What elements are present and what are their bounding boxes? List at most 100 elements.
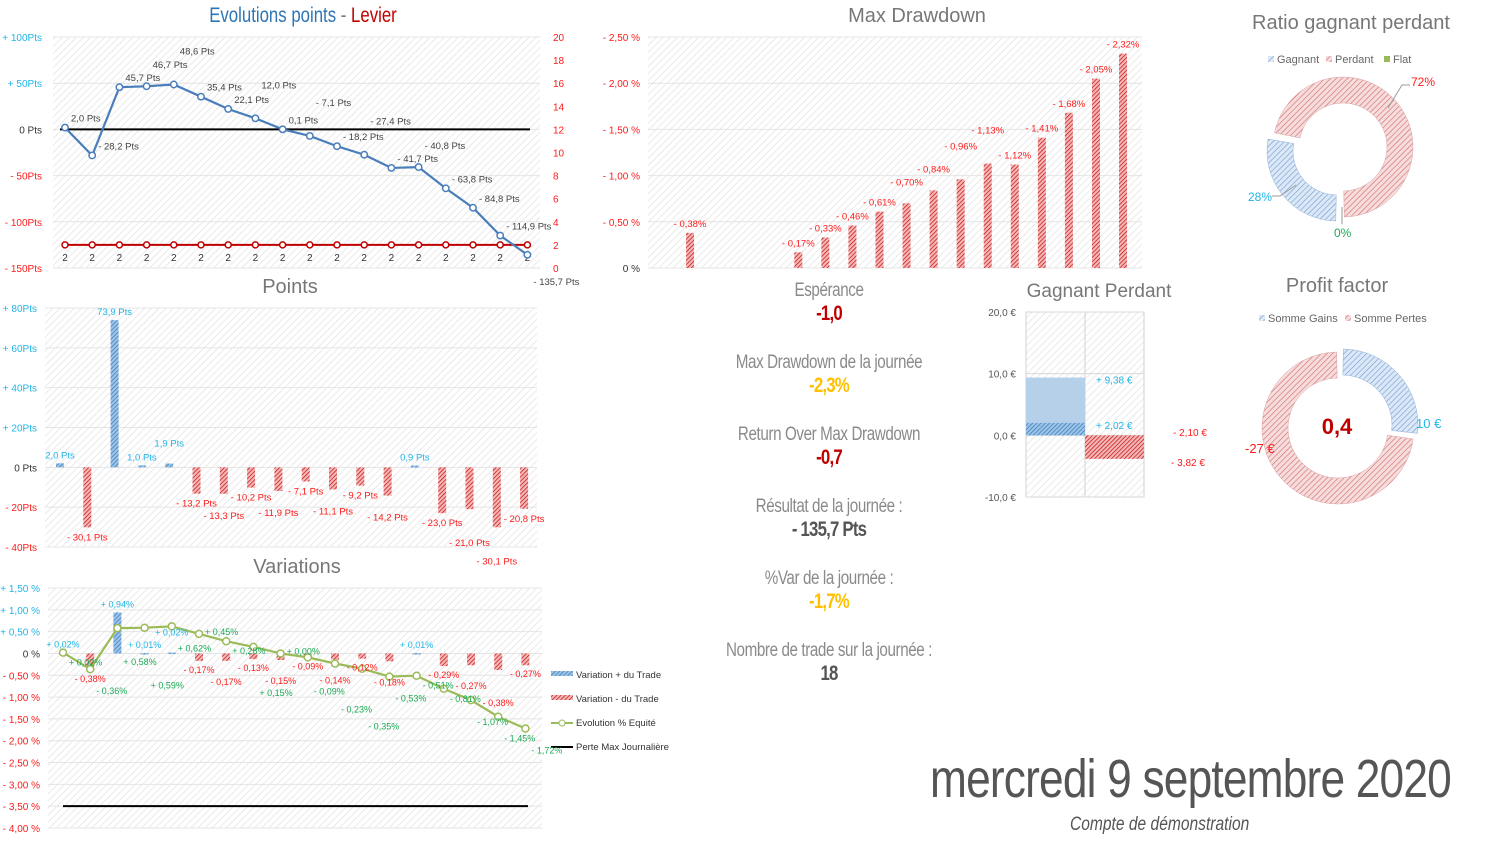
bar-data-label: 2,0 Pts	[45, 450, 75, 461]
bar-negative	[329, 467, 337, 490]
y-tick-label: + 1,50 %	[0, 584, 40, 595]
y-tick-label: - 1,00 %	[3, 693, 40, 704]
legend-swatch-negative	[551, 695, 573, 700]
variation-data-label: + 0,94%	[101, 599, 134, 609]
y-tick-label: - 40Pts	[5, 543, 37, 554]
drawdown-bar	[821, 237, 830, 268]
variation-bar-negative	[467, 653, 475, 666]
points-title: Points	[262, 276, 318, 298]
y-tick-label: - 2,00 %	[603, 79, 640, 90]
bar-data-label: 73,9 Pts	[97, 307, 132, 318]
points-marker	[305, 132, 314, 140]
equity-data-label: + 0,45%	[205, 627, 238, 637]
equity-data-label: + 0,28%	[232, 646, 265, 656]
legend-swatch	[1268, 56, 1274, 62]
points-marker	[523, 250, 532, 259]
levier-point	[496, 241, 504, 249]
variation-data-label: - 0,27%	[455, 681, 486, 691]
points-data-label: 22,1 Pts	[234, 95, 269, 106]
levier-point	[224, 241, 232, 249]
points-marker	[224, 105, 233, 113]
legend-swatch-positive	[551, 671, 573, 676]
points-chart: + 80Pts + 60Pts + 40Pts + 20Pts 0 Pts - 20Pts…	[3, 304, 545, 567]
bar-loss	[1085, 435, 1144, 459]
levier-label: 2	[62, 253, 68, 264]
legend-label: Perte Max Journalière	[576, 742, 669, 753]
drawdown-data-label: - 0,46%	[836, 211, 869, 222]
points-data-label: - 114,9 Pts	[506, 222, 551, 233]
variation-bar-negative	[195, 653, 203, 661]
levier-label: 2	[225, 253, 231, 264]
equity-data-label: - 1,72%	[531, 746, 562, 756]
points-marker	[142, 82, 151, 91]
drawdown-data-label: - 0,96%	[944, 141, 977, 152]
variation-bar-negative	[521, 653, 530, 666]
drawdown-bar	[875, 211, 884, 268]
variation-bar-positive	[113, 612, 122, 654]
y-tick-label: + 40Pts	[3, 384, 37, 395]
variation-bar-negative	[249, 653, 258, 660]
y-tick-label: + 80Pts	[3, 304, 37, 315]
kpi-value: - 135,7 Pts	[791, 518, 867, 541]
bar-negative	[465, 467, 474, 510]
bar-gain-avg	[1026, 422, 1085, 436]
y-tick-label: - 1,50 %	[3, 715, 40, 726]
y-tick-label: 0 %	[23, 649, 40, 660]
points-marker	[278, 125, 287, 134]
drawdown-data-label: - 1,13%	[971, 126, 1004, 137]
levier-point	[414, 241, 423, 249]
y2-tick-label: 14	[553, 102, 565, 113]
date-heading: mercredi 9 septembre 2020	[930, 749, 1452, 809]
bar-data-label: - 9,2 Pts	[343, 491, 379, 502]
y-tick-label: - 100Pts	[5, 218, 42, 229]
variation-bar-positive	[412, 653, 421, 655]
bar-data-label: - 2,10 €	[1173, 428, 1207, 439]
drawdown-data-label: - 0,61%	[863, 198, 896, 209]
variation-bar-negative	[86, 653, 95, 671]
points-data-label: - 28,2 Pts	[98, 141, 139, 152]
drawdown-data-label: - 0,70%	[890, 177, 923, 188]
slice-perdant	[1274, 76, 1414, 218]
drawdown-bar	[1091, 78, 1100, 268]
points-data-label: 48,6 Pts	[180, 46, 215, 57]
variation-data-label: - 0,38%	[75, 674, 106, 684]
y-tick-label: + 0,50 %	[0, 628, 40, 639]
bar-data-label: - 7,1 Pts	[288, 486, 324, 497]
variation-data-label: - 0,18%	[374, 677, 405, 687]
bar-negative	[192, 467, 201, 494]
bar-negative	[438, 467, 447, 514]
levier-point	[387, 241, 396, 249]
variation-bar-negative	[439, 653, 448, 667]
bar-data-label: - 23,0 Pts	[422, 518, 463, 529]
variation-data-label: - 0,38%	[483, 698, 514, 708]
equity-marker	[493, 712, 503, 721]
kpi-max-drawdown: Max Drawdown de la journée -2,3%	[679, 352, 979, 398]
drawdown-bar	[1119, 53, 1128, 268]
y-tick-label: + 60Pts	[3, 344, 37, 355]
slice-gains	[1342, 348, 1419, 434]
drawdown-data-label: - 1,12%	[998, 151, 1031, 162]
y-tick-label: + 50Pts	[8, 79, 42, 90]
kpi-label: Return Over Max Drawdown	[737, 424, 921, 445]
y-tick-label: - 2,00 %	[3, 737, 40, 748]
drawdown-data-label: - 0,17%	[782, 238, 815, 249]
slice-label-gains: 10 €	[1416, 416, 1442, 431]
equity-marker	[221, 636, 231, 646]
drawdown-title: Max Drawdown	[848, 5, 986, 27]
equity-data-label: + 0,15%	[259, 688, 292, 698]
variation-data-label: - 0,12%	[347, 663, 378, 673]
kpi-esperance: Espérance -1,0	[679, 280, 979, 326]
slice-gagnant	[1266, 138, 1337, 222]
levier-point	[170, 241, 178, 249]
points-data-label: - 18,2 Pts	[343, 132, 384, 143]
kpi-resultat: Résultat de la journée :- 135,7 Pts	[679, 496, 979, 542]
bar-negative	[520, 467, 529, 509]
equity-marker	[140, 623, 149, 632]
legend-swatch	[1345, 315, 1351, 321]
y2-tick-label: 6	[553, 195, 559, 206]
y-tick-label: - 3,50 %	[3, 802, 40, 813]
points-marker	[387, 163, 396, 172]
levier-point	[197, 241, 205, 249]
variation-data-label: - 0,13%	[238, 663, 269, 673]
legend-marker-equity	[558, 719, 566, 727]
